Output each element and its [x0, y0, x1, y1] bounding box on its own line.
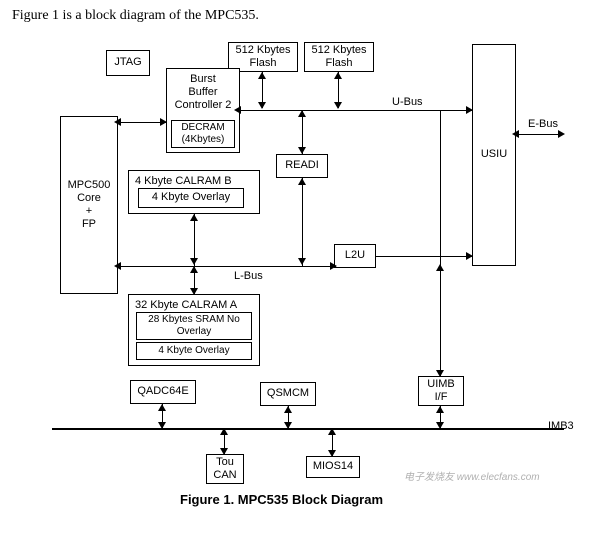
- qadc-imb3-u: [158, 404, 166, 411]
- toucan-imb3-d: [220, 448, 228, 455]
- readi-lbus-v: [302, 178, 303, 266]
- mios-imb3-d: [328, 450, 336, 457]
- l2u-usiu-h: [376, 256, 472, 257]
- l2u-block: L2U: [334, 244, 376, 268]
- calB-lbus-u: [190, 214, 198, 221]
- flash1-arr-u: [258, 72, 266, 79]
- bbc-core-h: [118, 122, 166, 123]
- lbus-arrow-l: [114, 262, 121, 270]
- lbus-label: L-Bus: [234, 270, 263, 282]
- bbc-label: Burst Buffer Controller 2: [175, 73, 232, 113]
- lbus-line: [118, 266, 336, 267]
- usiu-block: USIU: [472, 44, 516, 266]
- flash2-block: 512 Kbytes Flash: [304, 42, 374, 72]
- mios-imb3-u: [328, 428, 336, 435]
- readi-lbus-u: [298, 178, 306, 185]
- usiu-down-v: [440, 110, 441, 376]
- ebus-line: [516, 134, 562, 135]
- block-diagram: JTAG 512 Kbytes Flash 512 Kbytes Flash B…: [8, 30, 588, 520]
- usiu-down-u: [436, 264, 444, 271]
- calramB-label: 4 Kbyte CALRAM B: [135, 175, 232, 188]
- ebus-label: E-Bus: [528, 118, 558, 130]
- qsmcm-block: QSMCM: [260, 382, 316, 406]
- calramA-label: 32 Kbyte CALRAM A: [135, 299, 237, 312]
- calA-lbus-d: [190, 288, 198, 295]
- ubus-arrow-r: [466, 106, 473, 114]
- calB-lbus-d: [190, 258, 198, 265]
- core-block: MPC500 Core + FP: [60, 116, 118, 294]
- toucan-imb3-u: [220, 428, 228, 435]
- mios-block: MIOS14: [306, 456, 360, 478]
- calA-lbus-u: [190, 266, 198, 273]
- ubus-readi-u: [298, 110, 306, 117]
- watermark: 电子发烧友 www.elecfans.com: [404, 468, 540, 483]
- qsmcm-imb3-u: [284, 406, 292, 413]
- figure-caption: Figure 1. MPC535 Block Diagram: [180, 492, 383, 507]
- bbc-core-r: [160, 118, 167, 126]
- intro-text: Figure 1 is a block diagram of the MPC53…: [12, 8, 589, 24]
- ubus-line: [240, 110, 472, 111]
- ubus-arrow-l: [234, 106, 241, 114]
- ubus-label: U-Bus: [392, 96, 423, 108]
- flash1-arr-d: [258, 102, 266, 109]
- ebus-arrow-l: [512, 130, 519, 138]
- sram-block: 28 Kbytes SRAM No Overlay: [136, 312, 252, 340]
- l2u-usiu-r: [466, 252, 473, 260]
- uimb-block: UIMB I/F: [418, 376, 464, 406]
- qadc-imb3-d: [158, 422, 166, 429]
- core-label: MPC500 Core + FP: [68, 179, 111, 232]
- uimb-imb3-d: [436, 422, 444, 429]
- qsmcm-imb3-d: [284, 422, 292, 429]
- imb3-label: IMB3: [548, 420, 574, 432]
- flash2-arr-u: [334, 72, 342, 79]
- toucan-block: Tou CAN: [206, 454, 244, 484]
- usiu-down-d: [436, 370, 444, 377]
- qadc-block: QADC64E: [130, 380, 196, 404]
- overlayB-block: 4 Kbyte Overlay: [138, 188, 244, 208]
- bbc-core-l: [114, 118, 121, 126]
- overlayA-block: 4 Kbyte Overlay: [136, 342, 252, 360]
- lbus-arrow-r: [330, 262, 337, 270]
- flash2-arr-d: [334, 102, 342, 109]
- decram-block: DECRAM (4Kbytes): [171, 120, 235, 148]
- ebus-arrow-r: [558, 130, 565, 138]
- uimb-imb3-u: [436, 406, 444, 413]
- jtag-block: JTAG: [106, 50, 150, 76]
- readi-lbus-d: [298, 258, 306, 265]
- readi-block: READI: [276, 154, 328, 178]
- imb3-line: [52, 428, 564, 430]
- ubus-readi-d: [298, 147, 306, 154]
